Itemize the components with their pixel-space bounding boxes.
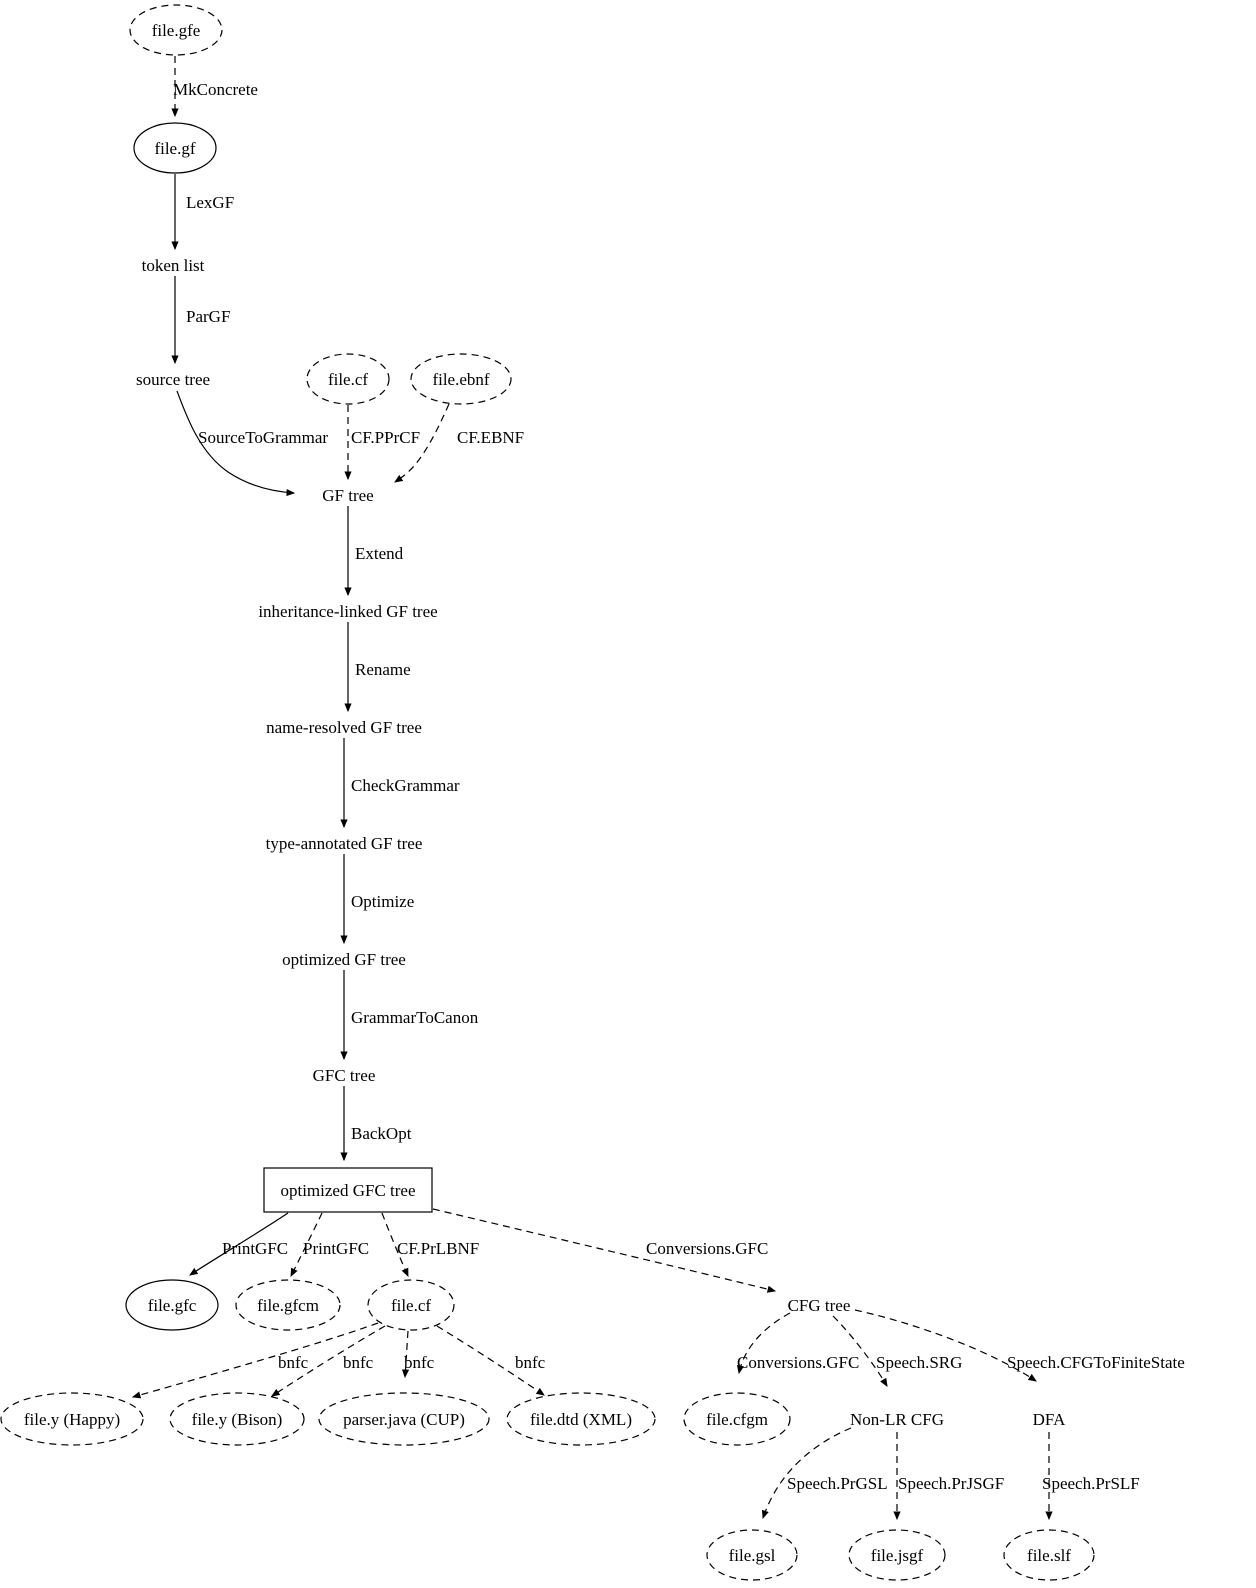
node-label-optimized-gf-tree: optimized GF tree [282,950,406,969]
node-label-file-gfc: file.gfc [148,1296,197,1315]
edge-cfebnf [394,403,450,483]
edge-label-conversions-gfc-cfgtree: Conversions.GFC [646,1239,768,1258]
node-label-file-gsl: file.gsl [729,1546,776,1565]
edge-label-speech-prslf: Speech.PrSLF [1042,1474,1140,1493]
node-file-y-bison[interactable] [169,1392,305,1446]
edge-speech-cfgtofinitestate [854,1309,1037,1382]
node-label-file-gf: file.gf [154,139,195,158]
node-file-slf[interactable] [1003,1529,1095,1581]
edge-label-printgfc-gfc: PrintGFC [222,1239,288,1258]
node-label-file-gfe: file.gfe [152,21,201,40]
edge-label-cfebnf: CF.EBNF [457,428,524,447]
node-file-gfcm[interactable] [235,1279,341,1331]
edge-speech-prgsl [761,1427,852,1520]
edge-label-sourcetogrammar: SourceToGrammar [198,428,328,447]
edge-label-conversions-gfc-cfgm: Conversions.GFC [737,1353,859,1372]
edge-speech-srg [832,1315,888,1387]
node-file-gsl[interactable] [706,1529,798,1581]
node-label-dfa: DFA [1033,1410,1066,1429]
edge-label-cfprlbnf: CF.PrLBNF [397,1239,479,1258]
node-file-ebnf[interactable] [410,353,512,405]
node-file-gf[interactable] [133,122,217,174]
node-label-file-cf-top: file.cf [328,370,368,389]
nodes-layer: file.gfe file.gf token list source tree … [0,4,1095,1581]
edge-bnfc-cup [401,1330,410,1379]
node-label-source-tree: source tree [136,370,210,389]
node-label-token-list: token list [142,256,205,275]
node-file-cf-mid[interactable] [367,1279,455,1331]
node-label-file-jsgf: file.jsgf [871,1546,924,1565]
edge-label-speech-srg: Speech.SRG [876,1353,962,1372]
node-optimized-gfc-tree[interactable] [263,1167,433,1213]
edge-printgfc-gfc [189,1212,289,1276]
node-file-y-happy[interactable] [0,1392,144,1446]
node-file-cf-top[interactable] [306,353,390,405]
node-file-gfc[interactable] [125,1279,219,1331]
node-label-file-y-happy: file.y (Happy) [24,1410,120,1429]
edge-label-mkconcrete: MkConcrete [173,80,258,99]
edge-label-cfpprcf: CF.PPrCF [351,428,420,447]
node-label-inheritance-linked-gf-tree: inheritance-linked GF tree [258,602,437,621]
node-file-gfe[interactable] [129,4,223,56]
edge-label-optimize: Optimize [351,892,414,911]
edge-label-extend: Extend [355,544,404,563]
node-label-gfc-tree: GFC tree [313,1066,376,1085]
edge-label-lexgf: LexGF [186,193,234,212]
edge-label-backopt: BackOpt [351,1124,412,1143]
edge-label-speech-cfgtofinitestate: Speech.CFGToFiniteState [1007,1353,1185,1372]
node-label-non-lr-cfg: Non-LR CFG [850,1410,944,1429]
node-label-file-cf-mid: file.cf [391,1296,431,1315]
node-label-file-gfcm: file.gfcm [257,1296,319,1315]
edge-sourcetogrammar [176,390,296,497]
edges-layer [131,56,1053,1521]
node-file-cfgm[interactable] [683,1392,791,1446]
edge-bnfc-bison [271,1325,386,1397]
edge-label-rename: Rename [355,660,411,679]
node-label-file-y-bison: file.y (Bison) [192,1410,283,1429]
edge-bnfc-xml [436,1325,545,1396]
node-label-cfg-tree: CFG tree [788,1296,851,1315]
node-label-gf-tree: GF tree [322,486,373,505]
node-label-optimized-gfc-tree: optimized GFC tree [280,1181,415,1200]
node-label-parser-java-cup: parser.java (CUP) [343,1410,465,1429]
node-label-file-ebnf: file.ebnf [432,370,489,389]
node-label-file-cfgm: file.cfgm [706,1410,768,1429]
edge-bnfc-happy [131,1322,379,1399]
node-label-file-dtd-xml: file.dtd (XML) [530,1410,632,1429]
edge-label-pargf: ParGF [186,307,230,326]
edge-conversions-gfc-cfgm [736,1312,791,1375]
edge-label-bnfc-cup: bnfc [404,1353,435,1372]
edge-label-bnfc-xml: bnfc [515,1353,546,1372]
node-file-jsgf[interactable] [848,1529,946,1581]
edge-printgfc-gfcm [290,1212,323,1277]
edge-label-printgfc-gfcm: PrintGFC [303,1239,369,1258]
edge-label-speech-prjsgf: Speech.PrJSGF [898,1474,1004,1493]
edge-labels-layer: MkConcrete LexGF ParGF SourceToGrammar C… [173,80,1185,1493]
edge-label-speech-prgsl: Speech.PrGSL [787,1474,888,1493]
node-label-file-slf: file.slf [1027,1546,1071,1565]
edge-conversions-gfc-cfgtree [432,1208,777,1293]
node-parser-java-cup[interactable] [318,1392,490,1446]
node-file-dtd-xml[interactable] [506,1392,656,1446]
edge-label-grammartocanon: GrammarToCanon [351,1008,479,1027]
edge-label-bnfc-bison: bnfc [343,1353,374,1372]
edge-label-checkgrammar: CheckGrammar [351,776,460,795]
node-label-name-resolved-gf-tree: name-resolved GF tree [266,718,422,737]
edge-label-bnfc-happy: bnfc [278,1353,309,1372]
edge-cfprlbnf [381,1212,409,1278]
node-label-type-annotated-gf-tree: type-annotated GF tree [266,834,423,853]
